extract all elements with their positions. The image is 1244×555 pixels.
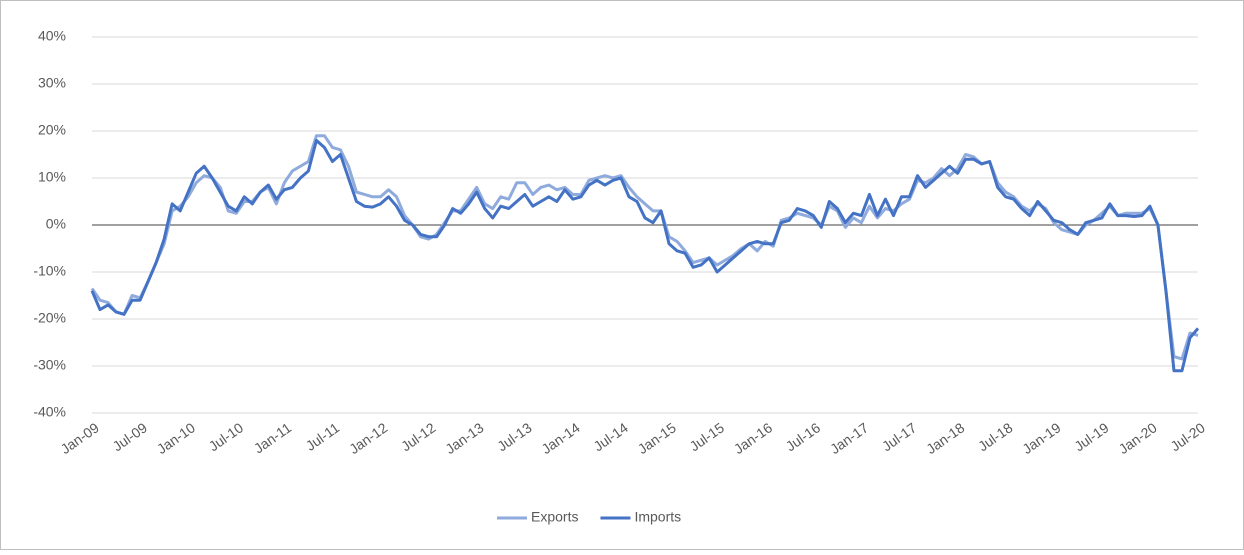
y-tick-label: -40% bbox=[33, 404, 66, 420]
y-tick-label: 30% bbox=[38, 75, 66, 91]
y-tick-label: 0% bbox=[46, 216, 66, 232]
series-line bbox=[90, 134, 1199, 361]
legend-label: Imports bbox=[634, 509, 681, 525]
legend-item: Imports bbox=[600, 509, 681, 525]
y-tick-label: -10% bbox=[33, 263, 66, 279]
legend-item: Exports bbox=[497, 509, 578, 525]
y-tick-label: 40% bbox=[38, 28, 66, 44]
legend-label: Exports bbox=[531, 509, 578, 525]
y-tick-label: -30% bbox=[33, 357, 66, 373]
y-tick-label: 20% bbox=[38, 122, 66, 138]
y-tick-label: 10% bbox=[38, 169, 66, 185]
y-tick-label: -20% bbox=[33, 310, 66, 326]
series-line bbox=[90, 138, 1200, 373]
